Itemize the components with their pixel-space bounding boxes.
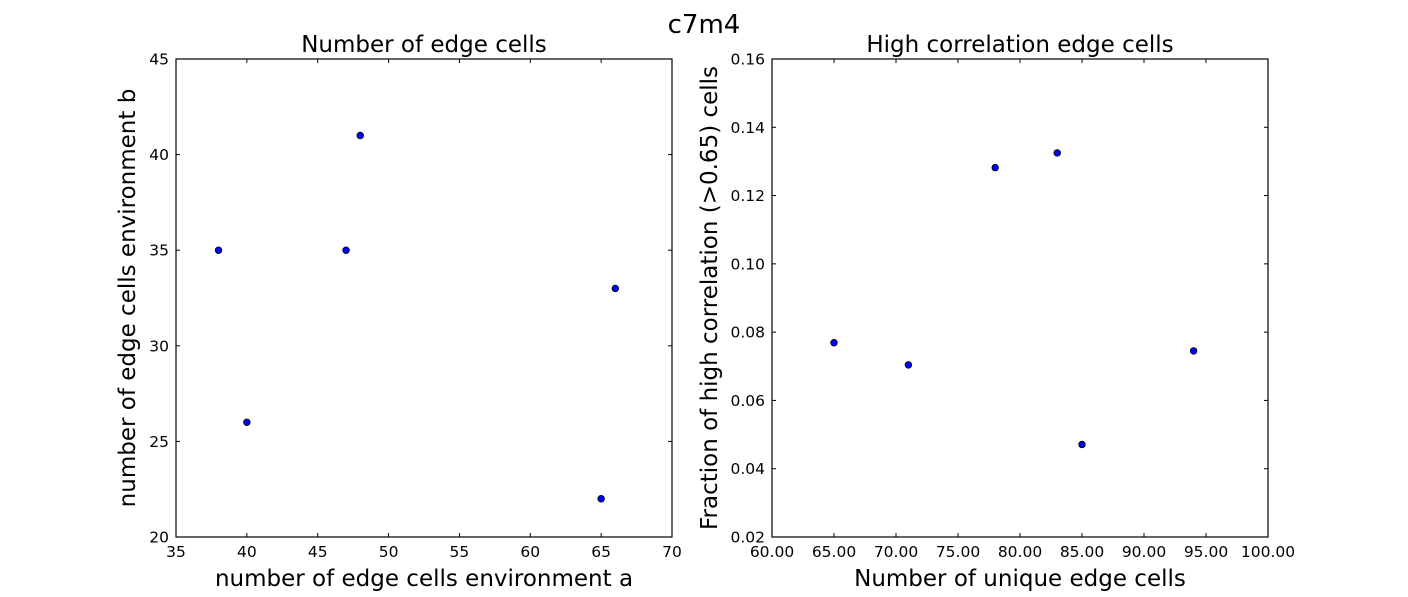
plot-right-point bbox=[830, 339, 838, 347]
plot-right-ytick-label: 0.12 bbox=[730, 187, 765, 205]
plot-right-point bbox=[904, 361, 913, 369]
plot-left-ytick-label: 45 bbox=[149, 51, 169, 69]
plot-right-frame bbox=[771, 58, 1269, 538]
plot-right-point bbox=[1053, 149, 1061, 157]
plot-left-point bbox=[356, 131, 364, 140]
plot-right-ylabel: Fraction of high correlation (>0.65) cel… bbox=[697, 66, 723, 530]
plot-right-ytick-label: 0.02 bbox=[730, 529, 765, 547]
plot-right-ytick-label: 0.06 bbox=[730, 392, 765, 410]
plot-right-ytick-label: 0.16 bbox=[730, 51, 765, 69]
plot-left-xtick-label: 55 bbox=[450, 543, 470, 561]
plot-left-xtick-label: 35 bbox=[166, 543, 186, 561]
plot-right-ytick-label: 0.14 bbox=[730, 119, 765, 137]
plot-left-point bbox=[611, 284, 620, 293]
plot-right-point bbox=[1189, 347, 1198, 355]
plot-left-xlabel: number of edge cells environment a bbox=[215, 566, 633, 592]
plot-right-title: High correlation edge cells bbox=[866, 32, 1173, 58]
plot-left-title: Number of edge cells bbox=[301, 32, 547, 58]
plot-left-ytick-label: 35 bbox=[149, 242, 169, 260]
plot-left-ytick-label: 20 bbox=[149, 529, 169, 547]
plot-right-xtick-label: 65.00 bbox=[812, 543, 856, 561]
plot-left-ylabel: number of edge cells environment b bbox=[115, 89, 141, 508]
plot-right-xtick-label: 90.00 bbox=[1122, 543, 1166, 561]
plot-right-xtick-label: 95.00 bbox=[1184, 543, 1228, 561]
plot-right-xtick-label: 80.00 bbox=[998, 543, 1042, 561]
plot-left-point bbox=[243, 418, 251, 426]
plot-right-point bbox=[1078, 440, 1086, 449]
plot-right-xtick-label: 85.00 bbox=[1060, 543, 1104, 561]
plot-left-xtick-label: 50 bbox=[379, 543, 399, 561]
plot-left-ytick-label: 40 bbox=[149, 146, 169, 164]
plot-left-ytick-label: 25 bbox=[149, 433, 169, 451]
plot-right-xtick-label: 60.00 bbox=[750, 543, 794, 561]
plot-right-xlabel: Number of unique edge cells bbox=[854, 566, 1186, 592]
plot-left-ytick-label: 30 bbox=[149, 337, 169, 355]
plot-left-point bbox=[342, 246, 350, 254]
plot-right-xtick-label: 70.00 bbox=[874, 543, 918, 561]
plot-left-xtick-label: 45 bbox=[308, 543, 328, 561]
plot-right-xtick-label: 100.00 bbox=[1241, 543, 1295, 561]
plot-left-frame bbox=[175, 58, 673, 538]
plot-left: Number of edge cells number of edge cell… bbox=[115, 32, 682, 592]
plot-right-point bbox=[991, 163, 999, 172]
plot-right: High correlation edge cells Number of un… bbox=[697, 32, 1295, 592]
plot-right-ytick-label: 0.10 bbox=[730, 255, 765, 273]
plot-left-xtick-label: 60 bbox=[520, 543, 540, 561]
figure-title: c7m4 bbox=[668, 10, 741, 40]
plot-left-point bbox=[214, 246, 223, 254]
plot-left-xtick-label: 70 bbox=[662, 543, 682, 561]
plot-left-xtick-label: 40 bbox=[237, 543, 257, 561]
plot-left-xtick-label: 65 bbox=[591, 543, 611, 561]
plot-right-ytick-label: 0.04 bbox=[730, 460, 765, 478]
plot-right-ytick-label: 0.08 bbox=[730, 324, 765, 342]
plot-left-point bbox=[597, 495, 605, 503]
plot-right-xtick-label: 75.00 bbox=[936, 543, 980, 561]
